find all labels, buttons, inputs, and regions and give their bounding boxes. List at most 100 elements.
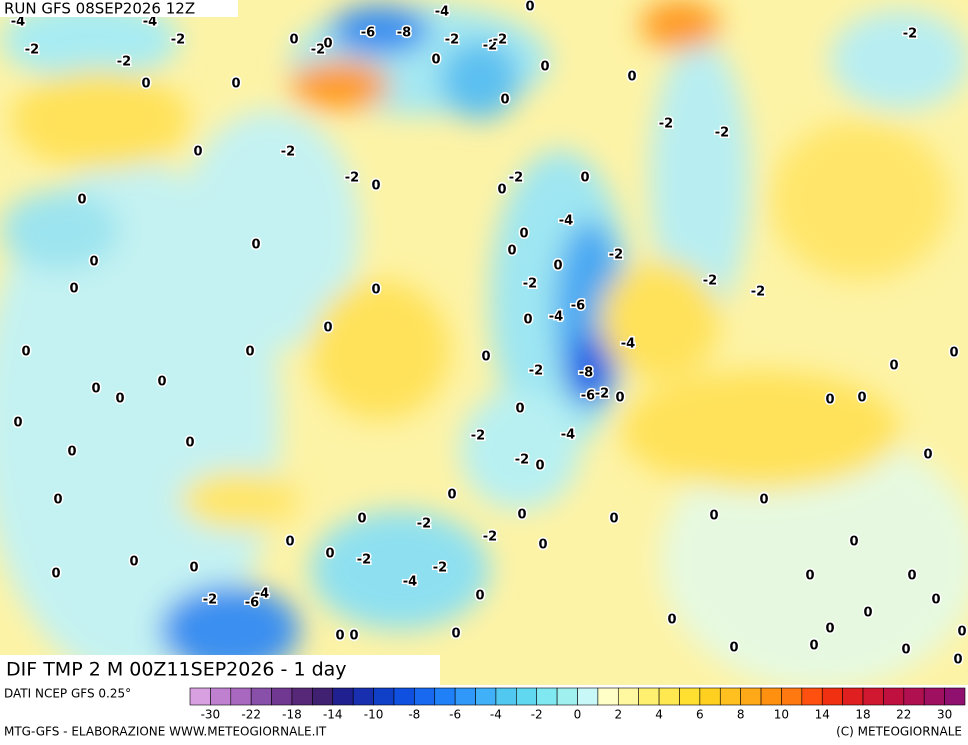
contour-label: -4 <box>621 337 635 352</box>
contour-label: -6 <box>361 26 375 41</box>
colorbar-tick-label: -30 <box>201 708 221 722</box>
colorbar-swatch <box>332 687 354 706</box>
contour-label: 0 <box>323 321 332 336</box>
contour-label: 0 <box>889 359 898 374</box>
contour-label: 0 <box>371 283 380 298</box>
contour-label: 0 <box>901 643 910 658</box>
colorbar-swatch <box>475 687 497 706</box>
colorbar-swatch <box>597 687 619 706</box>
colorbar-swatch <box>271 687 293 706</box>
contour-label: -2 <box>203 593 217 608</box>
colorbar-swatch <box>536 687 558 706</box>
contour-label: 0 <box>497 183 506 198</box>
colorbar-tick-label: 6 <box>696 708 704 722</box>
contour-label: 0 <box>553 259 562 274</box>
contour-label: 0 <box>481 350 490 365</box>
contour-label: -6 <box>581 389 595 404</box>
contour-label: -2 <box>703 274 717 289</box>
colorbar: -30 -22 -18 -14 -10 -8 -6 -4 -2 0 2 4 6 8 10 14 18 22 30 <box>189 687 966 722</box>
contour-label: 0 <box>245 345 254 360</box>
colorbar-tick-label: 0 <box>574 708 582 722</box>
colorbar-swatch <box>617 687 639 706</box>
contour-label: 0 <box>349 629 358 644</box>
contour-label: 0 <box>69 282 78 297</box>
colorbar-swatch <box>821 687 843 706</box>
contour-label: 0 <box>129 555 138 570</box>
contour-label: 0 <box>809 639 818 654</box>
colorbar-swatch <box>210 687 232 706</box>
colorbar-tick-label: -6 <box>449 708 461 722</box>
contour-label: 0 <box>51 567 60 582</box>
colorbar-tick-label: -18 <box>282 708 302 722</box>
contour-label: -2 <box>311 43 325 58</box>
contour-label: 0 <box>907 569 916 584</box>
contour-label: -2 <box>117 55 131 70</box>
contour-label: -2 <box>493 33 507 48</box>
colorbar-tick-label: 2 <box>614 708 622 722</box>
contour-label: -2 <box>417 517 431 532</box>
colorbar-tick-label: 8 <box>737 708 745 722</box>
colorbar-tick-label: -4 <box>490 708 502 722</box>
colorbar-swatch <box>740 687 762 706</box>
contour-label: -2 <box>483 39 497 54</box>
contour-label: -4 <box>435 5 449 20</box>
colorbar-swatch <box>658 687 680 706</box>
contour-label: -2 <box>345 171 359 186</box>
contour-label: -4 <box>403 575 417 590</box>
contour-labels: -4 -4-4 0-2-2 0-20-6 -8 -2 -2-20 0-20 0 00-2-2-20… <box>9 0 968 669</box>
contour-label: 0 <box>957 625 966 640</box>
colorbar-swatch <box>556 687 578 706</box>
run-title: RUN GFS 08SEP2026 12Z <box>4 0 195 18</box>
contour-label: 0 <box>89 255 98 270</box>
contour-label: -2 <box>715 126 729 141</box>
contour-label: -2 <box>357 553 371 568</box>
contour-label: 0 <box>357 512 366 527</box>
contour-label: -4 <box>255 587 269 602</box>
contour-label: 0 <box>141 77 150 92</box>
colorbar-tick-label: 10 <box>774 708 789 722</box>
contour-label: 0 <box>189 561 198 576</box>
colorbar-swatch <box>393 687 415 706</box>
contour-label: 0 <box>500 93 509 108</box>
colorbar-swatch <box>760 687 782 706</box>
contour-label: 0 <box>371 179 380 194</box>
contour-label: -2 <box>509 171 523 186</box>
contour-label: 0 <box>431 53 440 68</box>
contour-label: -2 <box>515 453 529 468</box>
colorbar-swatch <box>230 687 252 706</box>
contour-label: -2 <box>903 27 917 42</box>
contour-label: 0 <box>825 393 834 408</box>
colorbar-swatch <box>862 687 884 706</box>
contour-label: -2 <box>171 33 185 48</box>
contour-label: 0 <box>285 535 294 550</box>
contour-label: -2 <box>751 285 765 300</box>
colorbar-swatch <box>842 687 864 706</box>
contour-label: 0 <box>849 535 858 550</box>
contour-label: 0 <box>523 313 532 328</box>
colorbar-swatch <box>781 687 803 706</box>
contour-label: -2 <box>529 364 543 379</box>
contour-label: 0 <box>931 593 940 608</box>
contour-label: 0 <box>251 238 260 253</box>
contour-label: -6 <box>571 299 585 314</box>
contour-label: -2 <box>25 43 39 58</box>
contour-label: -4 <box>561 428 575 443</box>
contour-label: 0 <box>185 436 194 451</box>
contour-label: 0 <box>667 613 676 628</box>
contour-label: 0 <box>805 569 814 584</box>
contour-label: 0 <box>451 627 460 642</box>
contour-label: 0 <box>525 0 534 15</box>
contour-label: 0 <box>323 37 332 52</box>
contour-label: 0 <box>759 493 768 508</box>
contour-label: -2 <box>609 248 623 263</box>
colorbar-swatch <box>414 687 436 706</box>
contour-label: 0 <box>13 416 22 431</box>
contour-label: -2 <box>471 429 485 444</box>
colorbar-tick-label: -10 <box>364 708 384 722</box>
colorbar-swatch <box>638 687 660 706</box>
contour-label: 0 <box>538 538 547 553</box>
colorbar-swatch <box>291 687 313 706</box>
contour-label: 0 <box>67 445 76 460</box>
